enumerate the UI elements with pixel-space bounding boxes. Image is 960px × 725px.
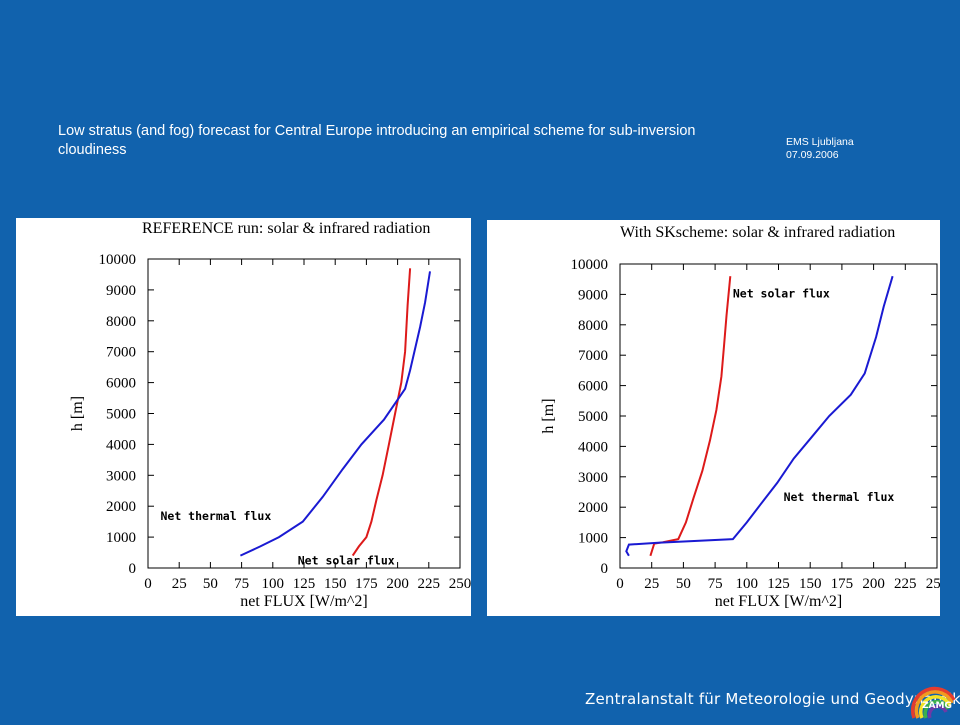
y-tick-label: 7000	[578, 348, 608, 364]
y-axis-label: h [m]	[540, 398, 557, 433]
logo-text: ZAMG	[922, 701, 952, 711]
x-axis-label: net FLUX [W/m^2]	[715, 593, 842, 610]
annotation-label: Net thermal flux	[784, 490, 895, 504]
y-tick-label: 1000	[106, 530, 136, 546]
institution-name: Zentralanstalt für Meteorologie und Geod…	[585, 690, 960, 708]
x-tick-label: 0	[144, 576, 152, 592]
x-tick-label: 50	[203, 576, 218, 592]
y-tick-label: 3000	[578, 470, 608, 486]
x-tick-label: 225	[894, 576, 917, 592]
y-axis-label: h [m]	[69, 396, 86, 431]
x-tick-label: 200	[386, 576, 409, 592]
x-axis-label: net FLUX [W/m^2]	[240, 593, 367, 610]
chart-panel-skscheme: With SKscheme: solar & infrared radiatio…	[487, 220, 940, 616]
x-tick-label: 100	[262, 576, 285, 592]
x-tick-label: 25	[172, 576, 187, 592]
slide-title: Low stratus (and fog) forecast for Centr…	[58, 123, 696, 158]
chart-panel-reference: REFERENCE run: solar & infrared radiatio…	[16, 218, 471, 616]
x-tick-label: 0	[616, 576, 624, 592]
y-tick-label: 1000	[578, 531, 608, 547]
x-tick-label: 125	[293, 576, 316, 592]
chart-title: REFERENCE run: solar & infrared radiatio…	[142, 220, 430, 237]
event-date: 07.09.2006	[786, 149, 839, 161]
y-tick-label: 0	[129, 561, 137, 577]
plot-frame	[619, 263, 938, 569]
x-tick-label: 100	[736, 576, 759, 592]
y-tick-label: 3000	[106, 468, 136, 484]
chart-title: With SKscheme: solar & infrared radiatio…	[620, 224, 895, 241]
x-tick-label: 225	[418, 576, 441, 592]
y-tick-label: 8000	[106, 314, 136, 330]
y-tick-label: 4000	[578, 439, 608, 455]
chart-skscheme: With SKscheme: solar & infrared radiatio…	[540, 224, 940, 610]
y-tick-label: 5000	[578, 409, 608, 425]
rainbow-logo-icon: ZAMG	[910, 686, 956, 719]
thermal-flux-line	[625, 275, 894, 557]
annotation-label: Net solar flux	[298, 553, 395, 567]
x-tick-label: 50	[676, 576, 691, 592]
y-tick-label: 10000	[571, 257, 609, 273]
annotation-label: Net thermal flux	[160, 509, 271, 523]
y-tick-label: 0	[601, 561, 609, 577]
y-tick-label: 10000	[99, 252, 137, 268]
y-tick-label: 8000	[578, 318, 608, 334]
y-tick-label: 9000	[578, 287, 608, 303]
y-tick-label: 4000	[106, 437, 136, 453]
x-tick-label: 25	[644, 576, 659, 592]
solar-flux-line	[649, 276, 732, 557]
x-tick-label: 75	[234, 576, 249, 592]
x-tick-label: 175	[355, 576, 378, 592]
x-tick-label: 75	[708, 576, 723, 592]
event-name: EMS Ljubljana	[786, 136, 854, 148]
x-tick-label: 150	[799, 576, 822, 592]
thermal-flux-line	[239, 271, 431, 557]
y-tick-label: 9000	[106, 283, 136, 299]
y-tick-label: 5000	[106, 407, 136, 423]
x-tick-label: 175	[831, 576, 854, 592]
zamg-logo: ZAMG	[910, 680, 956, 725]
y-tick-label: 2000	[578, 500, 608, 516]
y-tick-label: 6000	[106, 376, 136, 392]
solar-flux-line	[351, 268, 412, 557]
x-tick-label: 125	[767, 576, 790, 592]
x-tick-label: 250	[926, 576, 940, 592]
x-tick-label: 150	[324, 576, 347, 592]
chart-reference: REFERENCE run: solar & infrared radiatio…	[69, 220, 471, 610]
x-tick-label: 200	[862, 576, 885, 592]
y-tick-label: 7000	[106, 345, 136, 361]
y-tick-label: 6000	[578, 379, 608, 395]
event-info: EMS Ljubljana 07.09.2006	[786, 136, 854, 162]
y-tick-label: 2000	[106, 499, 136, 515]
annotation-label: Net solar flux	[733, 286, 830, 300]
x-tick-label: 250	[449, 576, 471, 592]
